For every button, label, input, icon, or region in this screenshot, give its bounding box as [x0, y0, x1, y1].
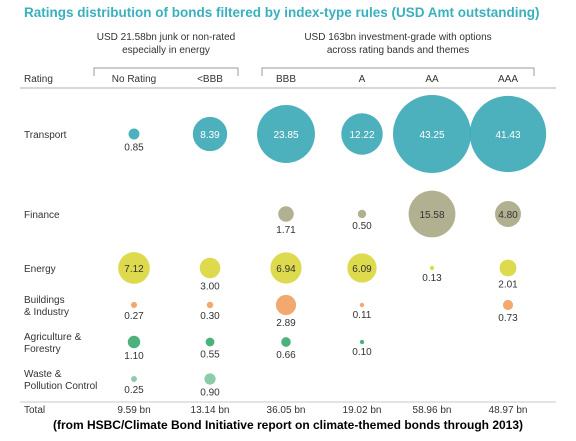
- group-header-junk: USD 21.58bn junk or non-rated especially…: [94, 31, 238, 57]
- row-label-5-1: Pollution Control: [24, 381, 97, 392]
- bubble-value-r2-c0: 7.12: [124, 264, 144, 275]
- bubble-r3-c3: [359, 302, 365, 308]
- row-label-2-0: Energy: [24, 264, 56, 275]
- group-header-investment-grade: USD 163bn investment-grade with options …: [262, 31, 534, 57]
- bubble-r3-c2: [275, 294, 297, 316]
- group-header-ig-line2: across rating bands and themes: [326, 45, 470, 56]
- row-label-3-0: Buildings: [24, 295, 65, 306]
- bubble-value-r2-c5: 2.01: [498, 279, 518, 290]
- column-header-2: BBB: [276, 74, 296, 85]
- bubble-value-r5-c0: 0.25: [124, 385, 144, 396]
- bubble-value-r0-c5: 41.43: [495, 130, 520, 141]
- bubble-value-r1-c2: 1.71: [276, 225, 296, 236]
- row-label-4-0: Agriculture &: [24, 332, 82, 343]
- bubble-r1-c4: [408, 190, 456, 238]
- bubble-value-r0-c4: 43.25: [419, 130, 444, 141]
- bubble-r4-c0: [127, 335, 141, 349]
- bubble-r2-c2: [270, 252, 302, 284]
- bubble-r0-c2: [257, 105, 315, 163]
- total-value-4: 58.96 bn: [413, 405, 452, 416]
- bubble-value-r0-c0: 0.85: [124, 142, 144, 153]
- bubble-value-r1-c4: 15.58: [419, 210, 444, 221]
- bubble-r2-c3: [347, 253, 377, 283]
- total-value-0: 9.59 bn: [117, 405, 150, 416]
- bubble-value-r3-c3: 0.11: [353, 310, 372, 321]
- source-footnote: (from HSBC/Climate Bond Initiative repor…: [52, 418, 524, 432]
- group-header-junk-line1: USD 21.58bn junk or non-rated: [96, 32, 236, 43]
- bubble-value-r2-c3: 6.09: [352, 264, 372, 275]
- column-header-1: <BBB: [197, 74, 223, 85]
- bubble-value-r4-c3: 0.10: [352, 347, 372, 358]
- row-label-3-1: & Industry: [24, 307, 69, 318]
- column-header-4: AA: [425, 74, 439, 85]
- bubble-value-r3-c2: 2.89: [276, 318, 296, 329]
- bubble-r0-c0: [128, 128, 140, 140]
- bubble-value-r0-c2: 23.85: [273, 130, 298, 141]
- total-label: Total: [24, 405, 45, 416]
- bubble-r4-c1: [205, 337, 215, 347]
- row-label-1-0: Finance: [24, 210, 60, 221]
- bubble-value-r0-c1: 8.39: [200, 130, 220, 141]
- group-header-ig-line1: USD 163bn investment-grade with options: [304, 32, 492, 43]
- bubble-value-r3-c0: 0.27: [124, 311, 144, 322]
- column-header-0: No Rating: [112, 74, 156, 85]
- chart-title: Ratings distribution of bonds filtered b…: [24, 5, 540, 20]
- bubble-r2-c0: [118, 252, 150, 284]
- total-value-3: 19.02 bn: [343, 405, 382, 416]
- bubble-r2-c4: [429, 265, 435, 271]
- group-bracket-junk: [93, 67, 239, 76]
- bubble-value-r1-c3: 0.50: [352, 221, 372, 232]
- row-label-5-0: Waste &: [24, 369, 62, 380]
- bubble-value-r3-c1: 0.30: [200, 311, 220, 322]
- row-label-0-0: Transport: [24, 130, 67, 141]
- bubble-r1-c5: [495, 201, 521, 227]
- bubble-value-r2-c2: 6.94: [276, 264, 296, 275]
- bubble-r4-c3: [359, 339, 365, 345]
- total-value-1: 13.14 bn: [191, 405, 230, 416]
- rating-header: Rating: [24, 74, 53, 85]
- bubble-r4-c2: [281, 337, 291, 347]
- group-header-junk-line2: especially in energy: [122, 45, 210, 56]
- bubble-r2-c5: [499, 259, 517, 277]
- bubble-r2-c1: [199, 257, 221, 279]
- bubble-r3-c1: [206, 301, 214, 309]
- bubble-value-r3-c5: 0.73: [498, 313, 518, 324]
- total-value-2: 36.05 bn: [267, 405, 306, 416]
- bubble-r0-c1: [192, 116, 228, 152]
- bubble-value-r2-c4: 0.13: [422, 273, 442, 284]
- bubble-r3-c5: [502, 299, 514, 311]
- bubble-r0-c3: [341, 113, 383, 155]
- bubble-r5-c1: [204, 373, 216, 385]
- bubble-value-r0-c3: 12.22: [349, 130, 374, 141]
- bubble-value-r4-c0: 1.10: [124, 351, 144, 362]
- bubble-value-r1-c5: 4.80: [498, 210, 518, 221]
- bubble-r1-c3: [357, 209, 367, 219]
- bubble-r0-c5: [469, 95, 547, 173]
- bubble-r1-c2: [278, 206, 294, 222]
- column-header-5: AAA: [498, 74, 518, 85]
- row-label-4-1: Forestry: [24, 344, 61, 355]
- bubble-r0-c4: [393, 95, 471, 173]
- bubble-value-r4-c1: 0.55: [200, 349, 220, 360]
- bubble-r5-c0: [131, 376, 137, 382]
- bubble-r3-c0: [130, 301, 138, 309]
- column-header-3: A: [359, 74, 366, 85]
- bubble-value-r5-c1: 0.90: [200, 388, 220, 399]
- bubble-value-r2-c1: 3.00: [200, 281, 220, 292]
- group-bracket-investment-grade: [261, 67, 535, 76]
- bubble-value-r4-c2: 0.66: [276, 350, 296, 361]
- total-value-5: 48.97 bn: [489, 405, 528, 416]
